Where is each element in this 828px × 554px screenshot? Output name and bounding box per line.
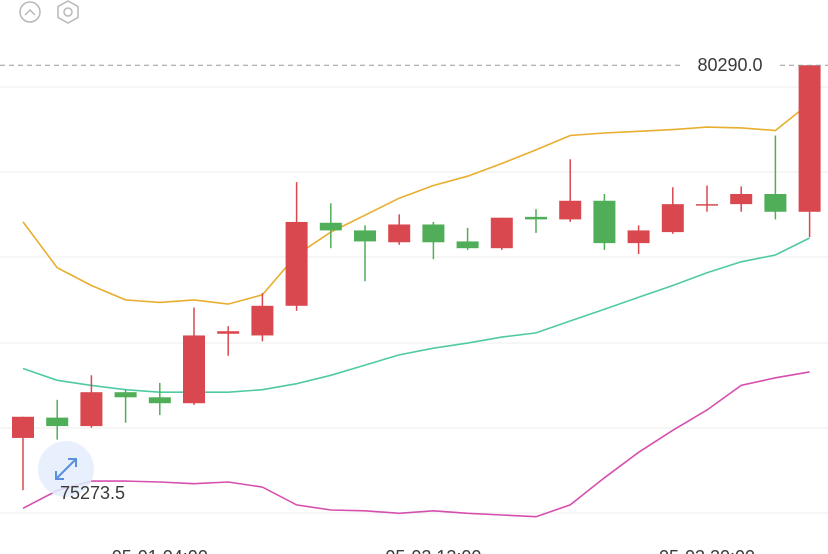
candles [12, 65, 821, 491]
x-tick-label: 05-02 12:00 [385, 547, 481, 554]
candle-body [354, 230, 376, 242]
price-line-label: 80290.0 [697, 55, 762, 75]
candle-body [696, 204, 718, 206]
collapse-button[interactable] [19, 1, 41, 23]
candle-body [593, 200, 616, 244]
indicator-line [22, 102, 811, 305]
candle-body [422, 224, 445, 243]
candle-body [627, 230, 650, 244]
candle-body [388, 224, 411, 243]
candle-body [319, 222, 342, 231]
x-tick-label: 05-01 04:00 [112, 547, 208, 554]
candle-body [114, 392, 137, 398]
settings-button[interactable] [57, 0, 79, 24]
zoom-button[interactable] [38, 441, 94, 497]
candle-body [730, 193, 753, 205]
candle-body [525, 216, 547, 220]
candle-body [764, 193, 787, 212]
candle-body [559, 200, 582, 220]
candle-body [183, 335, 205, 404]
indicator-lines [22, 102, 811, 518]
candle-body [148, 397, 171, 404]
overlay: 05-01 04:00 05-02 12:00 05-03 20:00 80290.0 [0, 55, 828, 554]
candle-body [490, 217, 513, 249]
candle-body [80, 392, 103, 427]
low-marker-label: 75273.5 [60, 483, 125, 503]
candle-body [661, 204, 684, 233]
candle-body [12, 416, 34, 438]
candle-body [251, 305, 274, 336]
candle-body [217, 331, 240, 334]
candle-body [46, 417, 69, 427]
candle-body [285, 221, 308, 306]
indicator-line [22, 237, 810, 393]
indicator-line [22, 371, 810, 518]
candle-body [456, 241, 479, 249]
x-tick-label: 05-03 20:00 [659, 547, 755, 554]
candle-body [798, 65, 821, 212]
